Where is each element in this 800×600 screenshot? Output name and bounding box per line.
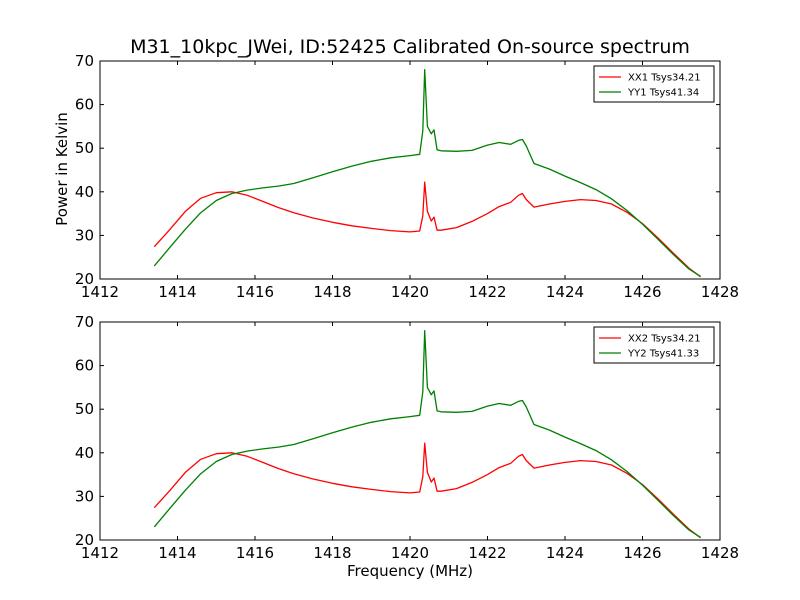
x-tick-label: 1428 — [701, 283, 739, 301]
y-tick-label: 70 — [75, 313, 94, 331]
y-axis-label: Power in Kelvin — [53, 112, 71, 226]
y-tick-label: 40 — [75, 183, 94, 201]
x-tick-label: 1414 — [158, 283, 196, 301]
x-tick-label: 1422 — [468, 544, 506, 562]
legend-entry: YY2 Tsys41.33 — [627, 349, 699, 360]
series-line-2-1 — [153, 442, 701, 539]
x-tick-label: 1426 — [623, 283, 661, 301]
series-line-1-2 — [153, 69, 701, 277]
x-tick-label: 1412 — [81, 544, 119, 562]
chart-panel-1: 1412 1414 1416 1418 1420 1422 1424 1426 1428 20 30… — [75, 52, 739, 301]
series-line-2-2 — [153, 330, 701, 538]
x-tick-label: 1414 — [158, 544, 196, 562]
x-tick-label: 1416 — [236, 283, 274, 301]
x-tick-label: 1416 — [236, 544, 274, 562]
y-tick-label: 50 — [75, 400, 94, 418]
series-line-1-1 — [153, 181, 701, 278]
x-axis-label: Frequency (MHz) — [347, 562, 473, 580]
x-tick-label: 1418 — [313, 283, 351, 301]
x-tick-label: 1424 — [546, 283, 584, 301]
y-tick-label: 30 — [75, 487, 94, 505]
x-tick-label: 1418 — [313, 544, 351, 562]
x-tick-label: 1428 — [701, 544, 739, 562]
x-tick-label: 1420 — [391, 544, 429, 562]
legend-entry: XX2 Tsys34.21 — [628, 334, 701, 345]
y-tick-label: 60 — [75, 357, 94, 375]
y-tick-label: 50 — [75, 139, 94, 157]
x-tick-label: 1422 — [468, 283, 506, 301]
x-tick-label: 1426 — [623, 544, 661, 562]
y-tick-label: 30 — [75, 226, 94, 244]
y-tick-label: 70 — [75, 52, 94, 70]
legend-box — [593, 326, 715, 364]
legend-entry: XX1 Tsys34.21 — [628, 73, 701, 84]
x-tick-label: 1420 — [391, 283, 429, 301]
y-tick-label: 20 — [75, 270, 94, 288]
y-tick-label: 20 — [75, 531, 94, 549]
legend-1: XX1 Tsys34.21 YY1 Tsys41.34 — [593, 65, 715, 103]
legend-box — [593, 65, 715, 103]
y-tick-label: 60 — [75, 96, 94, 114]
y-tick-label: 40 — [75, 444, 94, 462]
x-tick-label: 1412 — [81, 283, 119, 301]
chart-title: M31_10kpc_JWei, ID:52425 Calibrated On-s… — [130, 36, 690, 58]
legend-2: XX2 Tsys34.21 YY2 Tsys41.33 — [593, 326, 715, 364]
legend-entry: YY1 Tsys41.34 — [627, 88, 699, 99]
chart-panel-2: 1412 1414 1416 1418 1420 1422 1424 1426 1428 20 30… — [75, 313, 739, 562]
x-tick-label: 1424 — [546, 544, 584, 562]
panels: 1412 1414 1416 1418 1420 1422 1424 1426 1428 20 30… — [75, 52, 739, 562]
